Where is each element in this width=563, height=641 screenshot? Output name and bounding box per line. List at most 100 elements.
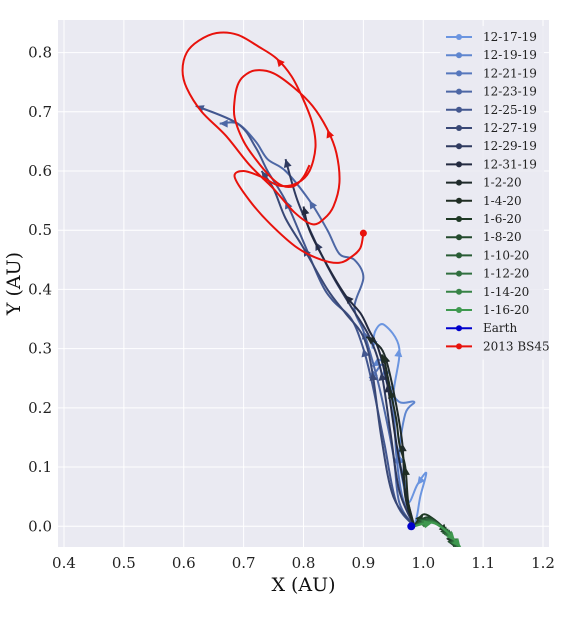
trajectory-line xyxy=(380,353,416,527)
legend-label: 12-21-19 xyxy=(483,66,537,80)
legend: 12-17-19 12-19-19 12-21-19 12-23-19 12-25-19… xyxy=(440,26,550,360)
legend-label: 12-25-19 xyxy=(483,103,537,117)
legend-swatch-dot xyxy=(456,70,462,77)
legend-entry: 1-12-20 xyxy=(446,267,529,281)
legend-entry: 12-23-19 xyxy=(446,85,537,99)
legend-entry: 12-21-19 xyxy=(446,66,537,80)
y-tick-label: 0.6 xyxy=(28,162,52,180)
legend-label: 1-16-20 xyxy=(483,303,529,317)
trajectory-line xyxy=(181,31,365,264)
trajectory-line xyxy=(365,335,416,527)
y-tick-label: 0.0 xyxy=(28,517,52,535)
series-12-23-19 xyxy=(219,119,416,527)
legend-label: 12-27-19 xyxy=(483,121,537,135)
legend-swatch-dot xyxy=(456,88,462,95)
legend-entry: 12-19-19 xyxy=(446,48,537,62)
legend-swatch-dot xyxy=(456,179,462,186)
y-tick-label: 0.8 xyxy=(28,44,52,62)
series-2013-bs45 xyxy=(181,31,367,264)
end-arrow xyxy=(301,206,310,216)
legend-swatch-dot xyxy=(456,161,462,168)
direction-arrow xyxy=(309,200,318,210)
trajectory-line xyxy=(302,206,416,527)
x-axis-label: X (AU) xyxy=(271,574,335,596)
legend-label: 12-31-19 xyxy=(483,157,537,171)
series-1-4-20 xyxy=(380,353,416,527)
x-tick-label: 0.7 xyxy=(232,554,256,572)
direction-arrow xyxy=(446,531,455,541)
legend-entry: 12-27-19 xyxy=(446,121,537,135)
legend-swatch-dot xyxy=(456,325,462,332)
y-tick-label: 0.4 xyxy=(28,280,52,298)
legend-box xyxy=(440,26,544,360)
legend-label: 1-14-20 xyxy=(483,285,529,299)
legend-swatch-dot xyxy=(456,106,462,113)
x-tick-label: 1.2 xyxy=(531,554,555,572)
x-tick-label: 1.1 xyxy=(471,554,495,572)
legend-label: 1-6-20 xyxy=(483,212,522,226)
legend-label: 12-19-19 xyxy=(483,48,537,62)
end-arrow xyxy=(452,538,461,547)
legend-label: 2013 BS45 xyxy=(483,339,550,353)
legend-swatch-dot xyxy=(456,197,462,204)
direction-arrow xyxy=(369,372,378,381)
legend-label: Earth xyxy=(483,321,517,335)
series-layer xyxy=(181,31,462,547)
legend-entry: 1-14-20 xyxy=(446,285,529,299)
legend-swatch-dot xyxy=(456,234,462,241)
legend-entry: 1-8-20 xyxy=(446,230,522,244)
y-tick-labels: 0.0 0.1 0.2 0.3 0.4 0.5 0.6 0.7 0.8 xyxy=(28,44,52,536)
legend-swatch-dot xyxy=(456,125,462,131)
direction-arrow xyxy=(345,295,354,305)
y-tick-label: 0.1 xyxy=(28,458,52,476)
direction-arrow xyxy=(423,520,433,529)
legend-swatch-dot xyxy=(456,252,462,259)
legend-entry: 1-10-20 xyxy=(446,248,529,262)
legend-entry: 2013 BS45 xyxy=(446,339,550,353)
legend-swatch-dot xyxy=(456,343,462,350)
legend-entry: 12-17-19 xyxy=(446,30,537,44)
legend-swatch-dot xyxy=(456,52,462,59)
legend-label: 12-23-19 xyxy=(483,85,537,99)
legend-label: 1-12-20 xyxy=(483,267,529,281)
legend-label: 1-8-20 xyxy=(483,230,522,244)
x-tick-label: 0.9 xyxy=(351,554,375,572)
legend-label: 1-4-20 xyxy=(483,194,522,208)
legend-label: 12-29-19 xyxy=(483,139,537,153)
legend-entry: 1-2-20 xyxy=(446,176,522,190)
legend-label: 1-2-20 xyxy=(483,176,522,190)
direction-arrow xyxy=(326,129,335,139)
legend-swatch-dot xyxy=(456,288,462,295)
series-12-31-19 xyxy=(301,206,416,527)
x-tick-label: 0.4 xyxy=(52,554,76,572)
y-tick-label: 0.5 xyxy=(28,221,52,239)
legend-entry: Earth xyxy=(446,321,517,335)
y-axis-label: Y (AU) xyxy=(3,252,25,316)
x-tick-label: 0.6 xyxy=(172,554,196,572)
trajectory-line xyxy=(195,104,416,527)
direction-arrow xyxy=(401,467,410,476)
legend-entry: 12-31-19 xyxy=(446,157,537,171)
y-tick-label: 0.7 xyxy=(28,103,52,121)
legend-entry: 12-25-19 xyxy=(446,103,537,117)
legend-entry: 1-16-20 xyxy=(446,303,529,317)
direction-arrow xyxy=(378,372,387,381)
end-arrow xyxy=(283,159,292,168)
legend-entry: 1-4-20 xyxy=(446,194,522,208)
end-arrow xyxy=(219,119,228,128)
legend-label: 12-17-19 xyxy=(483,30,537,44)
x-tick-label: 1.0 xyxy=(411,554,435,572)
end-arrow xyxy=(366,336,376,345)
direction-arrow xyxy=(361,348,370,358)
legend-swatch-dot xyxy=(456,307,462,313)
y-tick-label: 0.3 xyxy=(28,340,52,358)
series-earth xyxy=(407,522,416,531)
direction-arrow xyxy=(276,58,285,68)
legend-label: 1-10-20 xyxy=(483,248,529,262)
x-tick-label: 0.8 xyxy=(292,554,316,572)
direction-arrow xyxy=(417,476,426,485)
end-arrow xyxy=(381,354,389,364)
y-tick-label: 0.2 xyxy=(28,399,52,417)
